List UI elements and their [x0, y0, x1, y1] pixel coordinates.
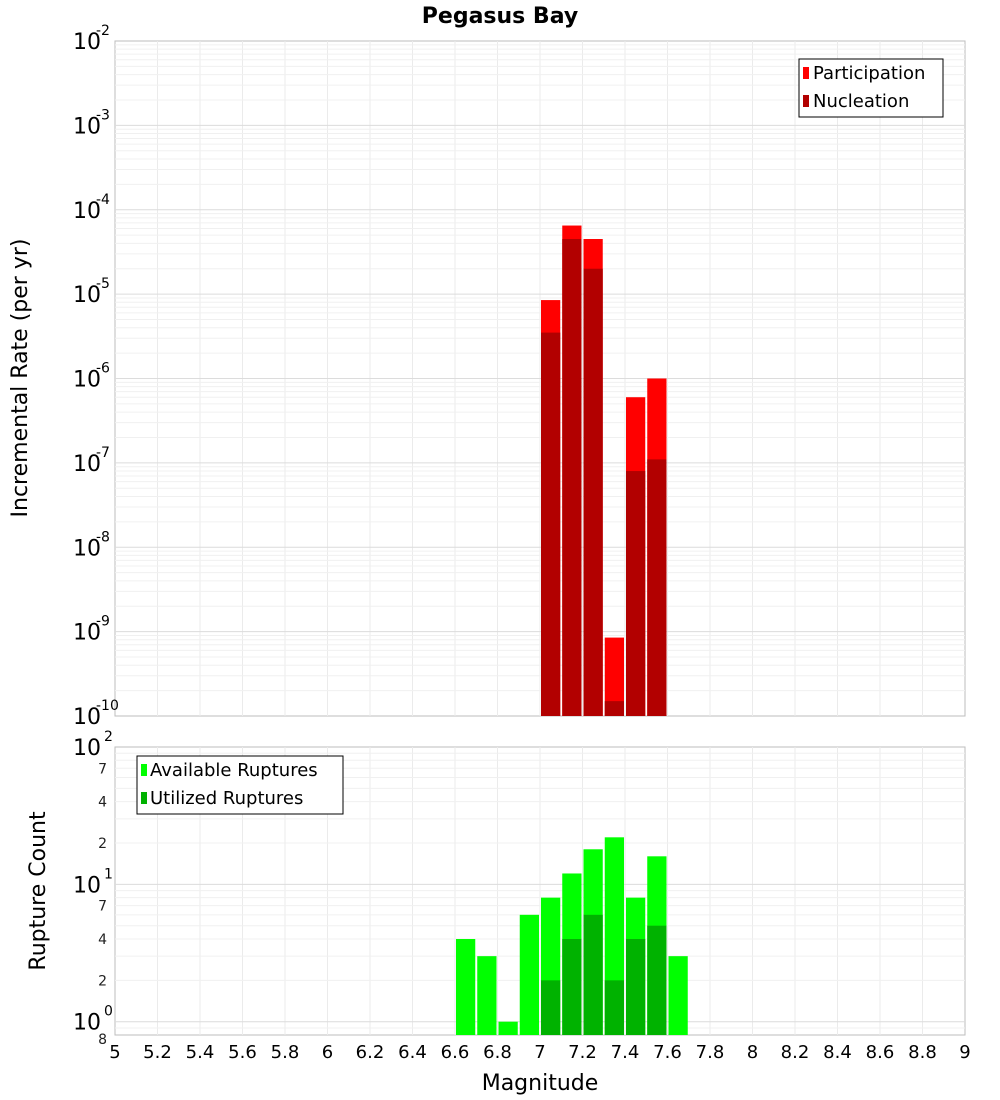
x-tick-label: 5.2 — [143, 1042, 172, 1063]
x-tick-label: 6 — [322, 1042, 333, 1063]
x-tick-label: 7.8 — [696, 1042, 725, 1063]
x-tick-label: 7.2 — [568, 1042, 597, 1063]
y-tick-exponent: 0 — [104, 1004, 113, 1020]
x-tick-label: 8 — [747, 1042, 758, 1063]
y-tick-label: 10 — [73, 536, 101, 561]
legend-label-utilized-ruptures: Utilized Ruptures — [150, 788, 303, 809]
y-minor-tick-label: 7 — [98, 899, 107, 915]
x-tick-label: 7.4 — [611, 1042, 640, 1063]
y-tick-label: 10 — [73, 621, 101, 646]
x-tick-label: 6.6 — [441, 1042, 470, 1063]
y-tick-label: 10 — [73, 30, 101, 55]
x-tick-label: 5 — [109, 1042, 120, 1063]
y-tick-label: 10 — [73, 368, 101, 393]
y-tick-label: 10 — [73, 199, 101, 224]
available-ruptures-bar — [668, 956, 688, 1035]
utilized-ruptures-bar — [583, 914, 603, 1035]
y-tick-label: 10 — [73, 283, 101, 308]
y-minor-tick-label: 4 — [98, 795, 107, 811]
y-minor-tick-label: 2 — [98, 836, 107, 852]
top-y-axis-label: Incremental Rate (per yr) — [8, 239, 33, 518]
bottom-bars — [456, 837, 688, 1035]
x-tick-label: 8.2 — [781, 1042, 810, 1063]
x-axis-label: Magnitude — [482, 1071, 599, 1096]
legend-label-nucleation: Nucleation — [813, 91, 909, 112]
legend-swatch-utilized-ruptures — [141, 792, 147, 804]
nucleation-bar — [562, 239, 582, 716]
y-minor-tick-label: 7 — [98, 761, 107, 777]
y-tick-exponent: 1 — [104, 866, 113, 882]
y-tick-exponent: -7 — [96, 445, 110, 461]
bottom-y-axis-label: Rupture Count — [26, 811, 51, 971]
available-ruptures-bar — [456, 939, 476, 1035]
utilized-ruptures-bar — [562, 939, 582, 1035]
top-legend: Participation Nucleation — [798, 58, 944, 118]
x-tick-label: 8.4 — [823, 1042, 852, 1063]
legend-swatch-available-ruptures — [141, 764, 147, 776]
y-tick-label: 10 — [73, 452, 101, 477]
legend-label-available-ruptures: Available Ruptures — [150, 760, 318, 781]
x-tick-label: 7.6 — [653, 1042, 682, 1063]
nucleation-bar — [541, 332, 561, 716]
legend-swatch-participation — [803, 67, 809, 79]
available-ruptures-bar — [477, 956, 497, 1035]
x-tick-label: 8.8 — [908, 1042, 937, 1063]
nucleation-bar — [647, 459, 667, 716]
bottom-legend-box — [136, 755, 344, 815]
y-tick-label: 10 — [73, 873, 101, 898]
top-gridlines — [115, 41, 965, 716]
y-tick-exponent: 2 — [104, 729, 113, 745]
y-tick-exponent: -4 — [96, 192, 110, 208]
x-tick-label: 8.6 — [866, 1042, 895, 1063]
available-ruptures-bar — [498, 1021, 518, 1035]
x-tick-label: 5.8 — [271, 1042, 300, 1063]
y-minor-tick-label: 8 — [98, 1032, 107, 1048]
y-tick-exponent: -3 — [96, 107, 110, 123]
nucleation-bar — [583, 268, 603, 716]
bottom-legend: Available Ruptures Utilized Ruptures — [136, 755, 344, 815]
y-tick-label: 10 — [73, 705, 101, 730]
top-legend-box — [798, 58, 944, 118]
participation-bar — [604, 637, 624, 716]
x-tick-label: 6.8 — [483, 1042, 512, 1063]
utilized-ruptures-bar — [541, 980, 561, 1035]
x-tick-label: 5.6 — [228, 1042, 257, 1063]
available-ruptures-bar — [519, 914, 539, 1035]
y-minor-tick-label: 2 — [98, 973, 107, 989]
y-tick-label: 10 — [73, 114, 101, 139]
legend-swatch-nucleation — [803, 95, 809, 107]
y-tick-label: 10 — [73, 1011, 101, 1036]
bottom-x-ticks: 5 5.2 5.4 5.6 5.8 6 6.2 6.4 6.6 6.8 7 7.2 7.4 7.6 7.8 8… — [109, 1042, 970, 1063]
y-tick-exponent: -2 — [96, 23, 110, 39]
nucleation-bar — [626, 471, 646, 716]
x-tick-label: 6.4 — [398, 1042, 427, 1063]
x-tick-label: 6.2 — [356, 1042, 385, 1063]
x-tick-label: 9 — [959, 1042, 970, 1063]
x-tick-label: 5.4 — [186, 1042, 215, 1063]
y-tick-exponent: -5 — [96, 276, 110, 292]
legend-label-participation: Participation — [813, 63, 925, 84]
y-tick-label: 10 — [73, 736, 101, 761]
y-tick-exponent: -8 — [96, 529, 110, 545]
y-tick-exponent: -9 — [96, 614, 110, 630]
utilized-ruptures-bar — [626, 939, 646, 1035]
y-tick-exponent: -10 — [96, 698, 119, 714]
x-tick-label: 7 — [534, 1042, 545, 1063]
chart-title: Pegasus Bay — [422, 4, 578, 29]
utilized-ruptures-bar — [647, 925, 667, 1035]
y-minor-tick-label: 4 — [98, 932, 107, 948]
top-bars — [541, 225, 667, 716]
nucleation-bar — [604, 701, 624, 716]
utilized-ruptures-bar — [604, 980, 624, 1035]
y-tick-exponent: -6 — [96, 361, 110, 377]
